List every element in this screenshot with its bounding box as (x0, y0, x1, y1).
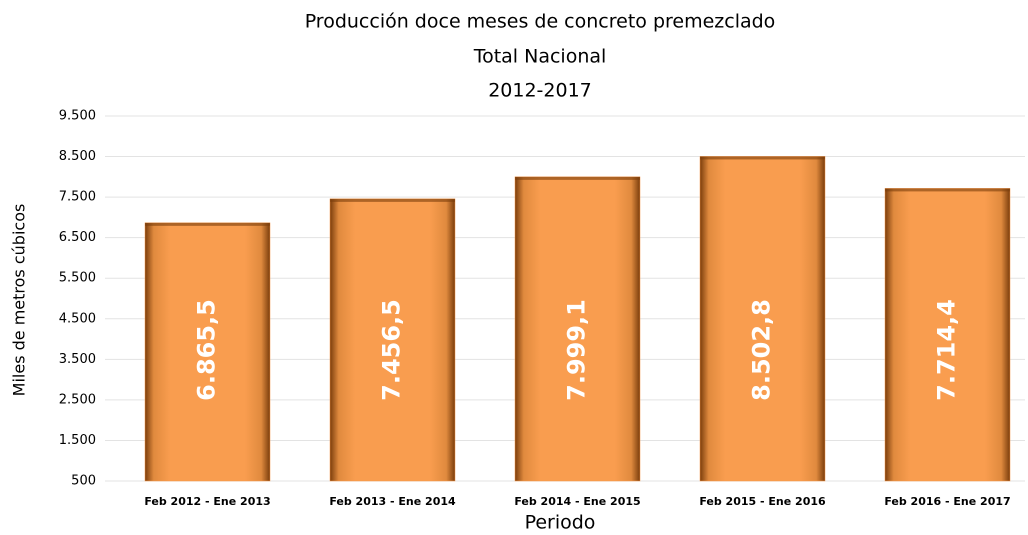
x-tick-label: Feb 2014 - Ene 2015 (514, 495, 640, 508)
y-tick-label: 6.500 (59, 230, 96, 245)
bar (699, 156, 826, 482)
y-tick-label: 2.500 (59, 392, 96, 407)
value-label: 7.456,5 (378, 299, 406, 401)
bar-top-bevel (145, 222, 270, 226)
chart-title: Total Nacional (473, 46, 607, 68)
y-tick-label: 1.500 (59, 433, 96, 448)
bar (514, 176, 641, 482)
value-label: 8.502,8 (748, 299, 776, 401)
y-tick-label: 500 (71, 474, 96, 489)
y-tick-label: 3.500 (59, 352, 96, 367)
y-tick-label: 5.500 (59, 271, 96, 286)
x-tick-label: Feb 2013 - Ene 2014 (329, 495, 456, 508)
bar (144, 222, 271, 482)
x-tick-label: Feb 2016 - Ene 2017 (884, 495, 1010, 508)
value-label: 7.714,4 (933, 299, 961, 401)
bar-top-bevel (330, 198, 455, 202)
bar (329, 198, 456, 482)
bar-top-bevel (700, 156, 825, 160)
value-label: 7.999,1 (563, 299, 591, 401)
y-tick-label: 7.500 (59, 190, 96, 205)
bar (884, 188, 1011, 482)
y-tick-label: 9.500 (59, 109, 96, 124)
x-tick-label: Feb 2015 - Ene 2016 (699, 495, 826, 508)
bar-top-bevel (885, 188, 1010, 192)
y-tick-label: 8.500 (59, 149, 96, 164)
bar-top-bevel (515, 176, 640, 180)
y-tick-label: 4.500 (59, 311, 96, 326)
x-axis-title: Periodo (525, 512, 596, 534)
y-axis-title: Miles de metros cúbicos (10, 204, 29, 397)
chart-title: 2012-2017 (488, 80, 592, 102)
x-tick-label: Feb 2012 - Ene 2013 (144, 495, 270, 508)
value-label: 6.865,5 (193, 299, 221, 401)
chart-title: Producción doce meses de concreto premez… (305, 11, 776, 33)
